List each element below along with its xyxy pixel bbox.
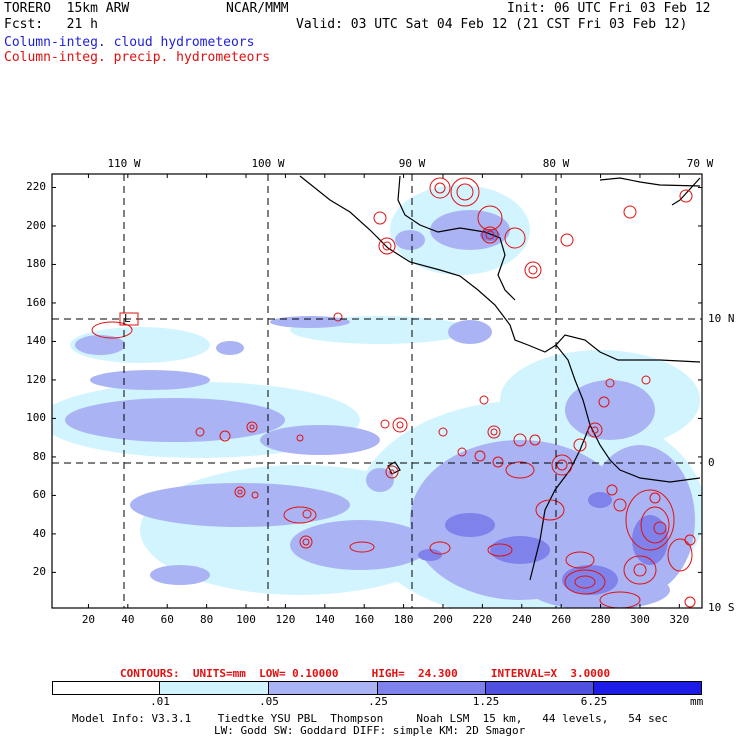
x-tick-label: 80 — [199, 613, 214, 626]
contour-info: CONTOURS: UNITS=mm LOW= 0.10000 HIGH= 24… — [120, 667, 611, 680]
colorbar-label-3: 1.25 — [472, 695, 500, 708]
model-info: Model Info: V3.3.1 Tiedtke YSU PBL Thomp… — [72, 712, 669, 725]
lon-label-110w: 110 W — [107, 157, 141, 170]
y-tick-label: 120 — [26, 372, 46, 386]
cloud-field — [52, 185, 702, 608]
lon-label-100w: 100 W — [251, 157, 285, 170]
field-precip-label: Column-integ. precip. hydrometeors — [4, 50, 271, 65]
field-cloud-label: Column-integ. cloud hydrometeors — [4, 35, 255, 50]
colorbar-segment — [160, 681, 269, 695]
valid-time: Valid: 03 UTC Sat 04 Feb 12 (21 CST Fri … — [296, 17, 688, 32]
init-time: Init: 06 UTC Fri 03 Feb 12 — [507, 1, 711, 16]
x-tick-label: 260 — [551, 613, 572, 626]
y-tick-label: 80 — [32, 449, 46, 463]
x-tick-label: 240 — [511, 613, 532, 626]
y-tick-label: 200 — [26, 218, 46, 232]
y-tick-label: 180 — [26, 257, 46, 271]
center-title: NCAR/MMM — [226, 1, 289, 16]
y-tick-marks — [52, 186, 702, 573]
lon-label-70w: 70 W — [686, 157, 714, 170]
y-tick-label: 220 — [26, 180, 46, 194]
lat-label-10s: 10 S — [708, 601, 735, 614]
colorbar-label-1: .05 — [259, 695, 279, 708]
x-tick-marks — [87, 174, 680, 608]
x-tick-label: 40 — [121, 613, 135, 626]
x-tick-label: 180 — [393, 613, 414, 626]
x-tick-label: 200 — [433, 613, 453, 626]
x-tick-label: 100 — [236, 613, 256, 626]
x-tick-label: 320 — [669, 613, 690, 626]
colorbar-segment — [52, 681, 160, 695]
model-title: TORERO 15km ARW — [4, 1, 130, 16]
y-tick-label: 20 — [32, 565, 46, 579]
y-tick-label: 100 — [26, 411, 46, 425]
x-tick-label: 160 — [354, 613, 375, 626]
lat-label-0: 0 — [708, 456, 715, 469]
y-tick-label: 40 — [32, 526, 46, 540]
model-physics: LW: Godd SW: Goddard DIFF: simple KM: 2D… — [214, 724, 526, 737]
precip-contours — [91, 177, 696, 608]
colorbar-unit: mm — [690, 695, 704, 708]
latlon-grid — [52, 174, 702, 608]
colorbar-segment — [269, 681, 378, 695]
cloud-shade-dark — [418, 229, 668, 595]
cloud-shade-medium — [65, 210, 695, 608]
lon-label-90w: 90 W — [398, 157, 426, 170]
map-frame — [51, 173, 703, 609]
x-tick-label: 120 — [275, 613, 296, 626]
y-tick-label: 60 — [32, 488, 46, 502]
y-tick-label: 160 — [26, 295, 46, 309]
x-tick-label: 220 — [472, 613, 493, 626]
colorbar-segment — [594, 681, 702, 695]
x-tick-label: 20 — [81, 613, 96, 626]
x-tick-label: 280 — [590, 613, 611, 626]
colorbar-label-4: 6.25 — [580, 695, 608, 708]
colorbar-label-0: .01 — [150, 695, 170, 708]
coastlines — [299, 175, 701, 581]
low-marker-box — [119, 312, 139, 326]
low-marker-text: L — [124, 312, 131, 325]
x-tick-label: 140 — [314, 613, 335, 626]
x-tick-label: 60 — [160, 613, 174, 626]
colorbar-segment — [378, 681, 486, 695]
colorbar-label-2: .25 — [368, 695, 388, 708]
forecast-hour: Fcst: 21 h — [4, 17, 98, 32]
lon-label-80w: 80 W — [542, 157, 570, 170]
colorbar-segment — [486, 681, 594, 695]
y-tick-label: 140 — [26, 334, 46, 348]
lat-label-10n: 10 N — [708, 312, 735, 325]
x-tick-label: 300 — [630, 613, 650, 626]
